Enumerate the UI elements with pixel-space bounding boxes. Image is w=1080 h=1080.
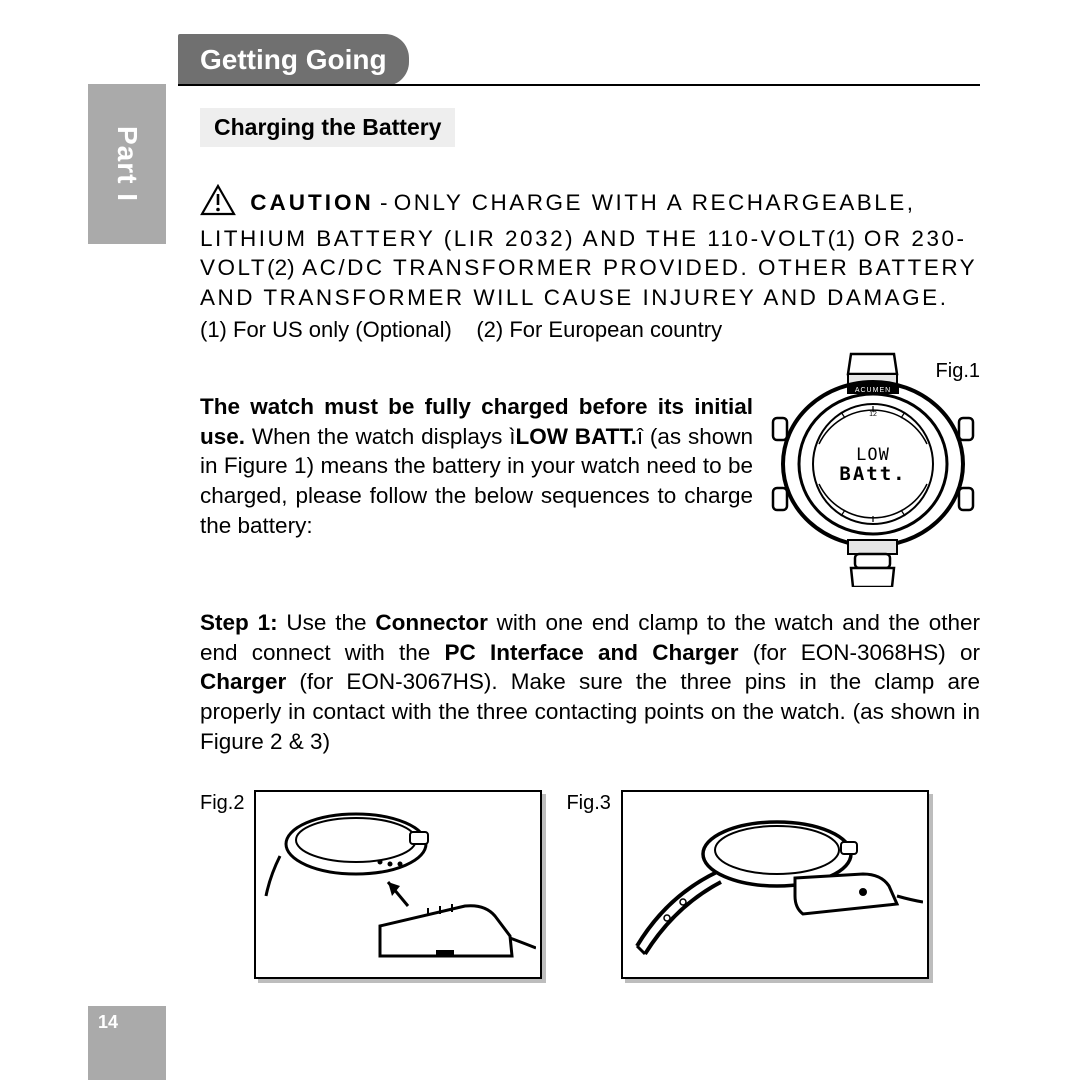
caution-ref1: (1): [828, 226, 856, 251]
page-number-text: 14: [98, 1012, 118, 1032]
caution-ref2: (2): [267, 255, 295, 280]
figure-2: Fig.2: [200, 790, 542, 979]
manual-page: Part I Getting Going Charging the Batter…: [0, 0, 1080, 1080]
step-1-paragraph: Step 1: Use the Connector with one end c…: [200, 608, 980, 756]
connector-clamp-illustration: [260, 796, 536, 968]
caution-word: CAUTION: [250, 190, 374, 215]
lcd-line1: LOW: [856, 445, 890, 465]
part-tab-label: Part I: [111, 126, 143, 202]
step1-label: Step 1:: [200, 610, 278, 635]
section-title-underline: [178, 84, 980, 86]
caution-text-b: AC/DC TRANSFORMER PROVIDED. OTHER BATTER…: [200, 255, 977, 310]
lcd-line2: BAtt.: [839, 463, 906, 485]
section-title-pill: Getting Going: [178, 34, 409, 86]
figure-3: Fig.3: [566, 790, 928, 979]
caution-footnotes: (1) For US only (Optional) (2) For Europ…: [200, 315, 980, 344]
s1-t3: (for EON-3068HS) or: [739, 640, 980, 665]
intro-t1: When the watch displays ì: [245, 424, 515, 449]
caution-block: CAUTION - ONLY CHARGE WITH A RECHARGEABL…: [200, 184, 980, 344]
part-tab: Part I: [88, 84, 166, 244]
s1-t1: Use the: [278, 610, 376, 635]
svg-text:ACUMEN: ACUMEN: [855, 387, 891, 394]
figure-3-label: Fig.3: [566, 790, 610, 815]
watch-lowbatt-illustration: 12 LOW BAtt. ACUMEN: [765, 352, 980, 587]
section-title-row: Getting Going: [178, 34, 980, 86]
page-number: 14: [88, 1006, 166, 1080]
connector-attached-illustration: [627, 796, 923, 968]
s1-t4: (for EON-3067HS). Make sure the three pi…: [200, 669, 980, 753]
s1-b2: PC Interface and Charger: [445, 640, 739, 665]
figure-1: Fig.1: [765, 352, 980, 592]
figure-2-label: Fig.2: [200, 790, 244, 815]
svg-text:12: 12: [869, 411, 877, 418]
warning-icon: [200, 184, 236, 224]
s1-b1: Connector: [375, 610, 488, 635]
figure-2-frame: [254, 790, 542, 979]
footnote-2: (2) For European country: [476, 317, 722, 342]
figure-3-frame: [621, 790, 929, 979]
figure-1-label: Fig.1: [936, 360, 980, 383]
footnote-1: (1) For US only (Optional): [200, 317, 452, 342]
intro-block: Fig.1: [200, 392, 980, 592]
s1-b3: Charger: [200, 669, 286, 694]
figures-row: Fig.2: [200, 790, 980, 979]
caution-dash: -: [374, 190, 394, 215]
intro-lowbatt: LOW BATT.: [515, 424, 636, 449]
subsection-heading: Charging the Battery: [200, 108, 455, 147]
